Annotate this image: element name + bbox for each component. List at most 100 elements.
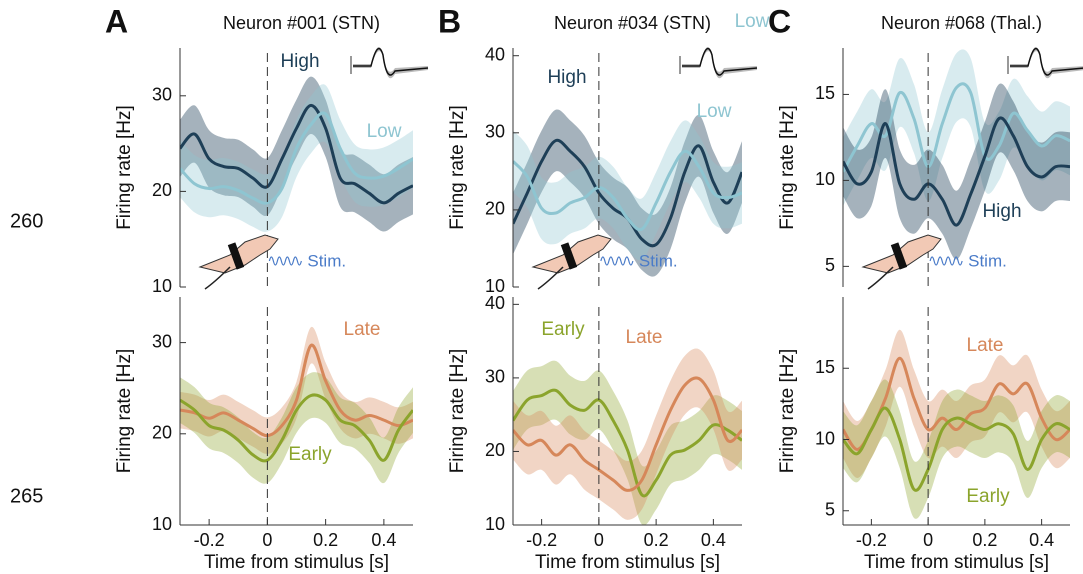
confidence-band [513, 120, 742, 261]
waveform-band [1010, 46, 1083, 79]
waveform [682, 47, 758, 76]
line-number: 265 [10, 485, 43, 507]
x-tick-label: 0.4 [371, 530, 396, 550]
wristband [227, 242, 245, 270]
y-tick-label: 20 [152, 180, 172, 200]
confidence-band [513, 360, 742, 525]
series-label: Late [967, 335, 1004, 356]
waveform-band [682, 46, 757, 79]
y-tick-label: 40 [485, 293, 505, 313]
panel: Late Early 10 20 30 Firing rate [Hz] -0.2 0 0.2 0… [114, 297, 413, 573]
y-tick-label: 15 [815, 357, 835, 377]
x-tick-label: 0 [262, 530, 272, 550]
cable [867, 266, 894, 290]
plot-area [843, 329, 1070, 519]
chart-title: Neuron #068 (Thal.) [881, 13, 1042, 33]
series-label: Late [344, 319, 381, 340]
series-label: High [982, 201, 1021, 222]
plot-area [180, 326, 413, 484]
y-tick-label: 10 [152, 514, 172, 534]
cable [204, 266, 231, 290]
line-number: 260 [10, 210, 43, 232]
confidence-band [180, 84, 413, 232]
y-tick-label: 10 [485, 514, 505, 534]
panel: Low High 5 10 15 Firing rate [Hz] Neuron #068 … [735, 3, 1083, 290]
x-tick-label: 0 [923, 530, 933, 550]
y-tick-label: 10 [815, 169, 835, 189]
plot-area [513, 348, 742, 525]
series-label: Early [966, 486, 1010, 507]
mean-line [843, 116, 1070, 227]
confidence-band [180, 372, 413, 484]
confidence-band [180, 326, 413, 454]
y-tick-label: 30 [152, 85, 172, 105]
y-tick-label: 10 [815, 428, 835, 448]
y-axis-label: Firing rate [Hz] [447, 105, 468, 230]
mean-line [180, 393, 413, 463]
cable [537, 266, 564, 290]
chart-title: Neuron #001 (STN) [223, 13, 380, 33]
y-tick-label: 15 [815, 83, 835, 103]
plot-area [180, 76, 413, 232]
panel-letter: C [768, 3, 791, 39]
x-tick-label: -0.2 [526, 530, 557, 550]
x-tick-label: -0.2 [194, 530, 225, 550]
mean-line [513, 388, 742, 498]
plot-area [513, 109, 742, 277]
y-tick-label: 20 [152, 423, 172, 443]
panel: Early Late 10 20 30 40 Firing rate [Hz] -0.2 0 0.… [447, 293, 742, 573]
panel: High Low 10 20 30 Firing rate [Hz] Neuron #001… [105, 3, 429, 296]
mean-line [180, 103, 413, 205]
series-label: Low [367, 121, 402, 142]
panel: High Low 10 20 30 40 Firing rate [Hz] Neuron #0… [438, 3, 758, 296]
stim-label: Stim. [639, 251, 678, 270]
y-axis-label: Firing rate [Hz] [777, 349, 798, 474]
x-tick-label: 0.4 [1029, 530, 1054, 550]
confidence-band [843, 49, 1070, 207]
mean-line [180, 343, 413, 438]
y-tick-label: 40 [485, 44, 505, 64]
y-tick-label: 10 [152, 276, 172, 296]
series-label: Low [735, 11, 770, 32]
wristband [890, 242, 908, 270]
x-tick-label: 0 [594, 530, 604, 550]
y-axis-label: Firing rate [Hz] [777, 105, 798, 230]
wristband [560, 242, 578, 270]
y-tick-label: 5 [825, 255, 835, 275]
x-tick-label: 0.4 [701, 530, 726, 550]
mean-line [513, 149, 742, 232]
y-axis-label: Firing rate [Hz] [114, 105, 135, 230]
x-tick-label: 0.2 [313, 530, 338, 550]
x-axis-label: Time from stimulus [s] [204, 552, 389, 573]
waveform-band [353, 46, 428, 79]
x-tick-label: 0.2 [644, 530, 669, 550]
confidence-band [843, 83, 1070, 260]
confidence-band [843, 379, 1070, 519]
confidence-band [843, 329, 1070, 478]
x-axis-label: Time from stimulus [s] [535, 552, 720, 573]
y-tick-label: 10 [485, 276, 505, 296]
series-label: Late [626, 327, 663, 348]
panel-letter: B [438, 3, 461, 39]
stim-label: Stim. [307, 251, 346, 270]
x-tick-label: 0.2 [972, 530, 997, 550]
y-tick-label: 30 [485, 367, 505, 387]
panel-letter: A [105, 3, 128, 39]
stim-wave [600, 256, 634, 266]
x-axis-label: Time from stimulus [s] [864, 552, 1049, 573]
series-label: Low [697, 101, 732, 122]
y-axis-label: Firing rate [Hz] [114, 349, 135, 474]
stim-wave [268, 256, 302, 266]
plot-area [843, 49, 1070, 260]
waveform [353, 47, 429, 76]
y-tick-label: 30 [152, 331, 172, 351]
series-label: High [280, 51, 319, 72]
confidence-band [180, 76, 413, 232]
chart-title: Neuron #034 (STN) [554, 13, 711, 33]
series-label: High [547, 67, 586, 88]
x-tick-label: -0.2 [856, 530, 887, 550]
series-label: Early [541, 319, 585, 340]
mean-line [843, 406, 1070, 492]
mean-line [513, 376, 742, 492]
y-tick-label: 20 [485, 199, 505, 219]
